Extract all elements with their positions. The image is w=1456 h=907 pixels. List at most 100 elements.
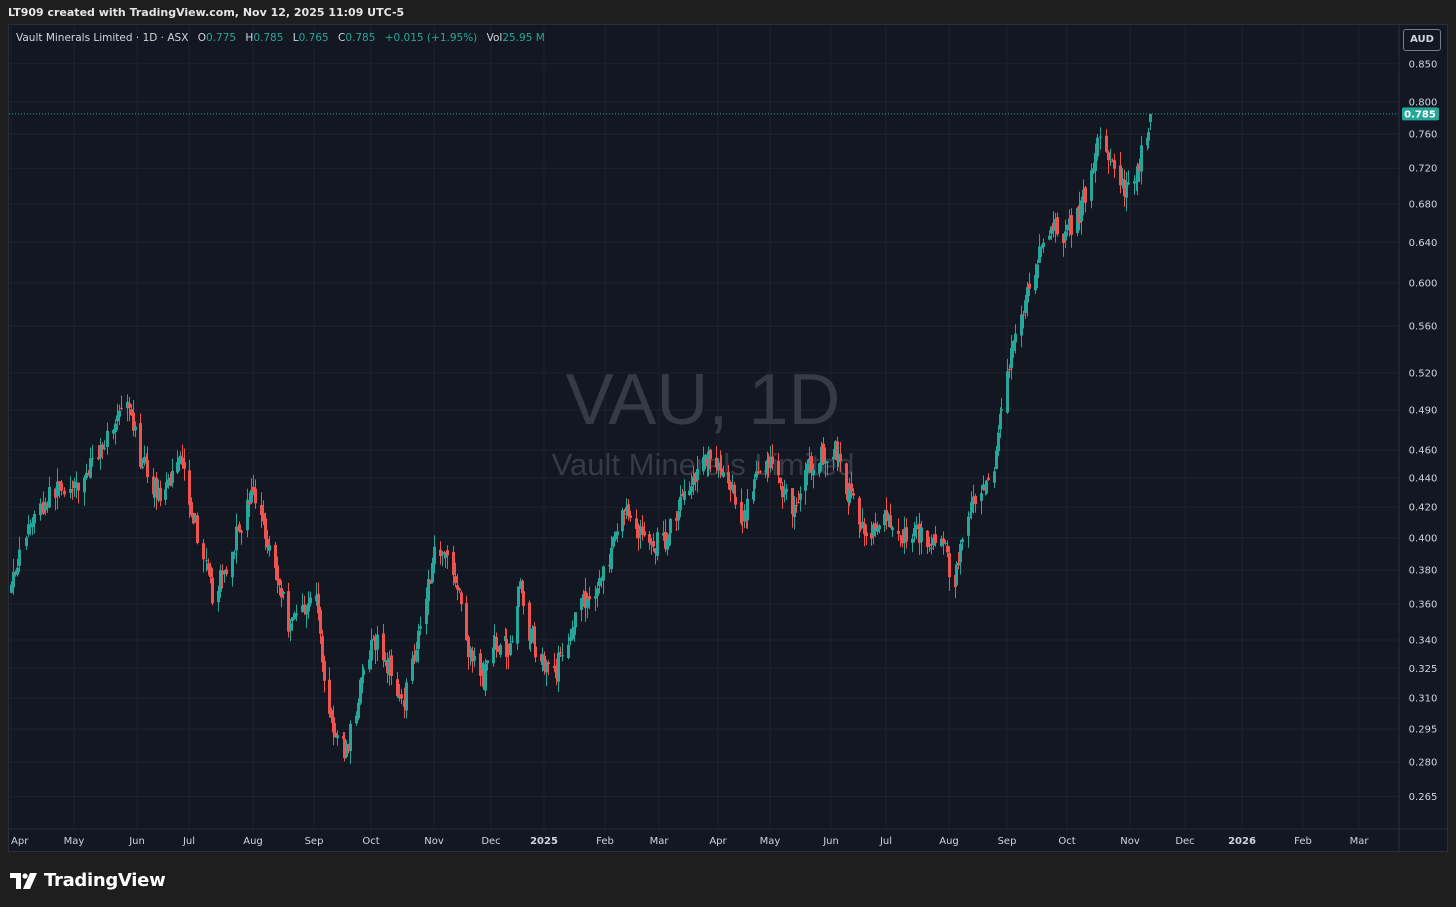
candle (39, 498, 42, 521)
candle (746, 489, 749, 529)
candle-body (1006, 371, 1009, 413)
candle-body (83, 477, 86, 493)
legend-high-label: H (245, 32, 254, 44)
candle-body (27, 524, 30, 535)
candle (262, 500, 265, 526)
candle-body (543, 655, 546, 671)
candle-body (458, 588, 461, 591)
candle-body (1014, 333, 1017, 343)
candle (349, 720, 352, 764)
candle (75, 471, 78, 499)
candle (103, 440, 106, 451)
candle (872, 522, 875, 545)
candle-body (521, 580, 524, 594)
candle (1140, 136, 1143, 185)
candle (858, 495, 861, 539)
candle-body (319, 609, 322, 634)
candle-body (677, 511, 680, 521)
currency-button[interactable]: AUD (1403, 29, 1441, 51)
legend-volume-label: Vol (486, 32, 503, 44)
candle (465, 595, 468, 641)
candle-body (446, 550, 449, 556)
candle-body (517, 586, 520, 607)
candle-body (1054, 218, 1057, 231)
candle-body (291, 617, 294, 621)
candle-body (1052, 222, 1055, 231)
candle (499, 643, 502, 658)
candle (334, 723, 337, 738)
candle-body (1042, 242, 1045, 248)
price-axis-panel[interactable] (1399, 25, 1447, 829)
chart-pane[interactable]: VAU, 1D Vault Minerals Limited 0.850 0.80… (8, 24, 1448, 852)
candle (1082, 179, 1085, 216)
candle-body (141, 466, 144, 469)
candle (970, 491, 973, 520)
candle (704, 454, 707, 470)
series-legend[interactable]: Vault Minerals Limited · 1D · ASX O0.775… (16, 32, 545, 44)
candle-body (1107, 152, 1110, 161)
candle-body (91, 457, 94, 459)
candle (852, 488, 855, 500)
candle (336, 730, 339, 746)
candle-body (301, 605, 304, 613)
time-tick-label: 2026 (1228, 836, 1256, 847)
candle (1048, 230, 1051, 241)
candle-body (974, 496, 977, 505)
candle-body (165, 482, 168, 488)
candle-body (1056, 217, 1059, 235)
candle-body (637, 525, 640, 539)
candle-body (386, 661, 389, 674)
candle (1068, 209, 1071, 237)
candle (266, 530, 269, 554)
candle-body (757, 471, 760, 473)
candle (812, 463, 815, 489)
candle (826, 461, 829, 476)
candle (1024, 294, 1027, 320)
candle-body (541, 654, 544, 661)
candle (1066, 224, 1069, 237)
candle (688, 481, 691, 496)
time-tick-label: Mar (1350, 836, 1370, 847)
candle (623, 508, 626, 526)
candle-body (332, 717, 335, 733)
candle-body (666, 539, 669, 550)
candle-body (56, 481, 59, 496)
candle-body (858, 497, 861, 525)
candle (985, 479, 988, 495)
candle (1119, 151, 1122, 194)
candle-body (913, 528, 916, 537)
candle (637, 523, 640, 551)
candle-body (616, 531, 619, 536)
candle (629, 510, 632, 522)
candle (1109, 148, 1112, 167)
candle-body (553, 665, 556, 668)
candle-body (837, 457, 840, 463)
candle-body (349, 723, 352, 752)
tradingview-logo[interactable]: TradingView (10, 870, 166, 891)
candle (209, 562, 212, 584)
candlestick-chart[interactable]: VAU, 1D Vault Minerals Limited 0.8500.80… (9, 25, 1447, 851)
candle-body (382, 633, 385, 661)
candle (839, 442, 842, 472)
candle (319, 606, 322, 644)
candle (42, 491, 45, 516)
candle-body (1084, 187, 1087, 203)
candle-body (993, 471, 996, 483)
legend-close-value: 0.785 (345, 32, 376, 44)
candle (1123, 169, 1126, 207)
time-tick-label: 2025 (530, 836, 558, 847)
candle (460, 590, 463, 612)
candle (128, 396, 131, 422)
candle-body (16, 567, 19, 575)
candle (330, 707, 333, 723)
candle (323, 655, 326, 693)
candle-body (396, 679, 399, 697)
candle-body (336, 735, 339, 739)
candle-body (639, 528, 642, 536)
candle-body (1090, 170, 1093, 201)
candle (386, 652, 389, 684)
candle-body (413, 655, 416, 660)
candle (942, 531, 945, 555)
candle-body (25, 537, 28, 547)
candle-body (865, 532, 868, 537)
